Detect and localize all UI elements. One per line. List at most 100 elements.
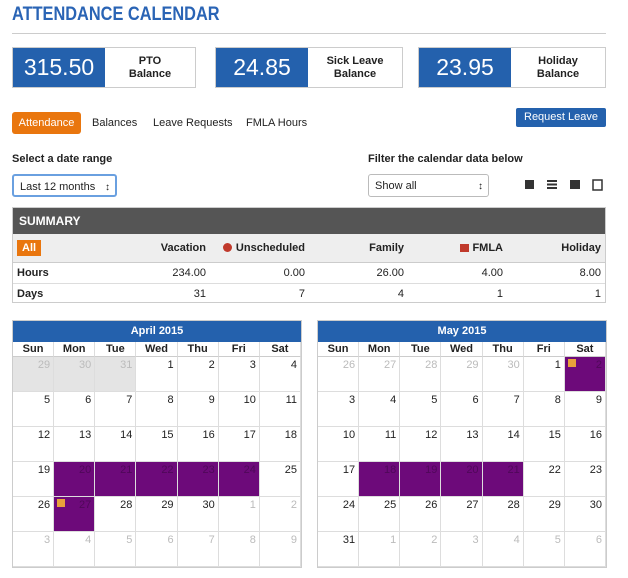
- day-number: 9: [208, 394, 215, 406]
- day-cell[interactable]: 2: [177, 357, 219, 392]
- day-cell[interactable]: 17: [318, 462, 360, 497]
- day-cell[interactable]: 15: [136, 427, 178, 462]
- day-cell[interactable]: 30: [482, 357, 524, 392]
- day-number: 17: [342, 464, 356, 476]
- day-cell[interactable]: 3: [13, 532, 55, 567]
- icon-calendar[interactable]: [525, 180, 534, 189]
- day-cell[interactable]: 30: [177, 497, 219, 532]
- day-cell[interactable]: 1: [136, 357, 178, 392]
- day-cell[interactable]: 6: [441, 392, 483, 427]
- day-cell[interactable]: 18: [359, 462, 401, 497]
- day-cell[interactable]: 4: [359, 392, 401, 427]
- day-cell[interactable]: 30: [564, 497, 606, 532]
- day-cell[interactable]: 13: [441, 427, 483, 462]
- day-cell[interactable]: 31: [95, 357, 137, 392]
- day-cell[interactable]: 12: [400, 427, 442, 462]
- day-cell[interactable]: 13: [54, 427, 96, 462]
- filter-select[interactable]: Show all: [368, 174, 489, 198]
- tab[interactable]: Attendance: [12, 112, 81, 134]
- day-cell[interactable]: 3: [218, 357, 260, 392]
- day-cell[interactable]: 21: [95, 462, 137, 497]
- day-cell[interactable]: 3: [318, 392, 360, 427]
- summary-panel: SUMMARY All Vacation Unscheduled Family FMLA…: [12, 207, 606, 303]
- tab[interactable]: FMLA Hours: [246, 117, 308, 129]
- day-cell[interactable]: 5: [13, 392, 55, 427]
- day-cell[interactable]: 14: [482, 427, 524, 462]
- day-number: 23: [202, 464, 215, 476]
- day-cell[interactable]: 4: [54, 532, 96, 567]
- day-cell[interactable]: 24: [318, 497, 360, 532]
- day-cell[interactable]: 9: [259, 532, 301, 567]
- day-cell[interactable]: 1: [523, 357, 565, 392]
- day-cell[interactable]: 2: [400, 532, 442, 567]
- day-cell[interactable]: 28: [400, 357, 442, 392]
- day-cell[interactable]: 17: [218, 427, 260, 462]
- day-cell[interactable]: 28: [95, 497, 137, 532]
- day-cell[interactable]: 23: [177, 462, 219, 497]
- day-cell[interactable]: 6: [54, 392, 96, 427]
- day-cell[interactable]: 3: [441, 532, 483, 567]
- day-cell[interactable]: 15: [523, 427, 565, 462]
- day-cell[interactable]: 6: [564, 532, 606, 567]
- day-cell[interactable]: 25: [359, 497, 401, 532]
- day-cell[interactable]: 19: [400, 462, 442, 497]
- day-cell[interactable]: 16: [564, 427, 606, 462]
- day-cell[interactable]: 23: [564, 462, 606, 497]
- day-cell[interactable]: 20: [54, 462, 96, 497]
- day-cell[interactable]: 21: [482, 462, 524, 497]
- day-cell[interactable]: 7: [95, 392, 137, 427]
- day-cell[interactable]: 4: [482, 532, 524, 567]
- day-cell[interactable]: 25: [259, 462, 301, 497]
- day-cell[interactable]: 29: [441, 357, 483, 392]
- day-cell[interactable]: 18: [259, 427, 301, 462]
- day-cell[interactable]: 29: [13, 357, 55, 392]
- day-cell[interactable]: 5: [523, 532, 565, 567]
- day-cell[interactable]: 10: [318, 427, 360, 462]
- tab[interactable]: Balances: [92, 117, 138, 129]
- day-cell[interactable]: 20: [441, 462, 483, 497]
- day-cell[interactable]: 28: [482, 497, 524, 532]
- day-cell[interactable]: 24: [218, 462, 260, 497]
- day-cell[interactable]: 22: [523, 462, 565, 497]
- day-cell[interactable]: 19: [13, 462, 55, 497]
- day-cell[interactable]: 27: [54, 497, 96, 532]
- day-cell[interactable]: 5: [95, 532, 137, 567]
- day-cell[interactable]: 6: [136, 532, 178, 567]
- range-select[interactable]: Last 12 months: [12, 174, 117, 199]
- day-cell[interactable]: 7: [177, 532, 219, 567]
- day-cell[interactable]: 4: [259, 357, 301, 392]
- day-cell[interactable]: 1: [359, 532, 401, 567]
- day-cell[interactable]: 8: [523, 392, 565, 427]
- day-cell[interactable]: 29: [136, 497, 178, 532]
- day-cell[interactable]: 9: [177, 392, 219, 427]
- day-cell[interactable]: 31: [318, 532, 360, 567]
- day-cell[interactable]: 7: [482, 392, 524, 427]
- day-cell[interactable]: 27: [359, 357, 401, 392]
- day-cell[interactable]: 9: [564, 392, 606, 427]
- day-cell[interactable]: 2: [564, 357, 606, 392]
- day-cell[interactable]: 8: [218, 532, 260, 567]
- day-cell[interactable]: 26: [400, 497, 442, 532]
- day-cell[interactable]: 1: [218, 497, 260, 532]
- tab[interactable]: Leave Requests: [153, 117, 233, 129]
- request-leave-button[interactable]: Request Leave: [516, 108, 606, 127]
- day-cell[interactable]: 8: [136, 392, 178, 427]
- day-cell[interactable]: 10: [218, 392, 260, 427]
- icon-list[interactable]: [547, 180, 557, 182]
- day-cell[interactable]: 27: [441, 497, 483, 532]
- day-cell[interactable]: 16: [177, 427, 219, 462]
- day-cell[interactable]: 11: [359, 427, 401, 462]
- day-cell[interactable]: 22: [136, 462, 178, 497]
- day-cell[interactable]: 11: [259, 392, 301, 427]
- day-cell[interactable]: 29: [523, 497, 565, 532]
- day-number: 8: [249, 534, 256, 546]
- day-cell[interactable]: 26: [318, 357, 360, 392]
- day-cell[interactable]: 26: [13, 497, 55, 532]
- day-cell[interactable]: 12: [13, 427, 55, 462]
- day-cell[interactable]: 2: [259, 497, 301, 532]
- day-cell[interactable]: 14: [95, 427, 137, 462]
- day-cell[interactable]: 30: [54, 357, 96, 392]
- icon-print[interactable]: [592, 179, 603, 191]
- icon-excel[interactable]: [570, 180, 580, 189]
- day-cell[interactable]: 5: [400, 392, 442, 427]
